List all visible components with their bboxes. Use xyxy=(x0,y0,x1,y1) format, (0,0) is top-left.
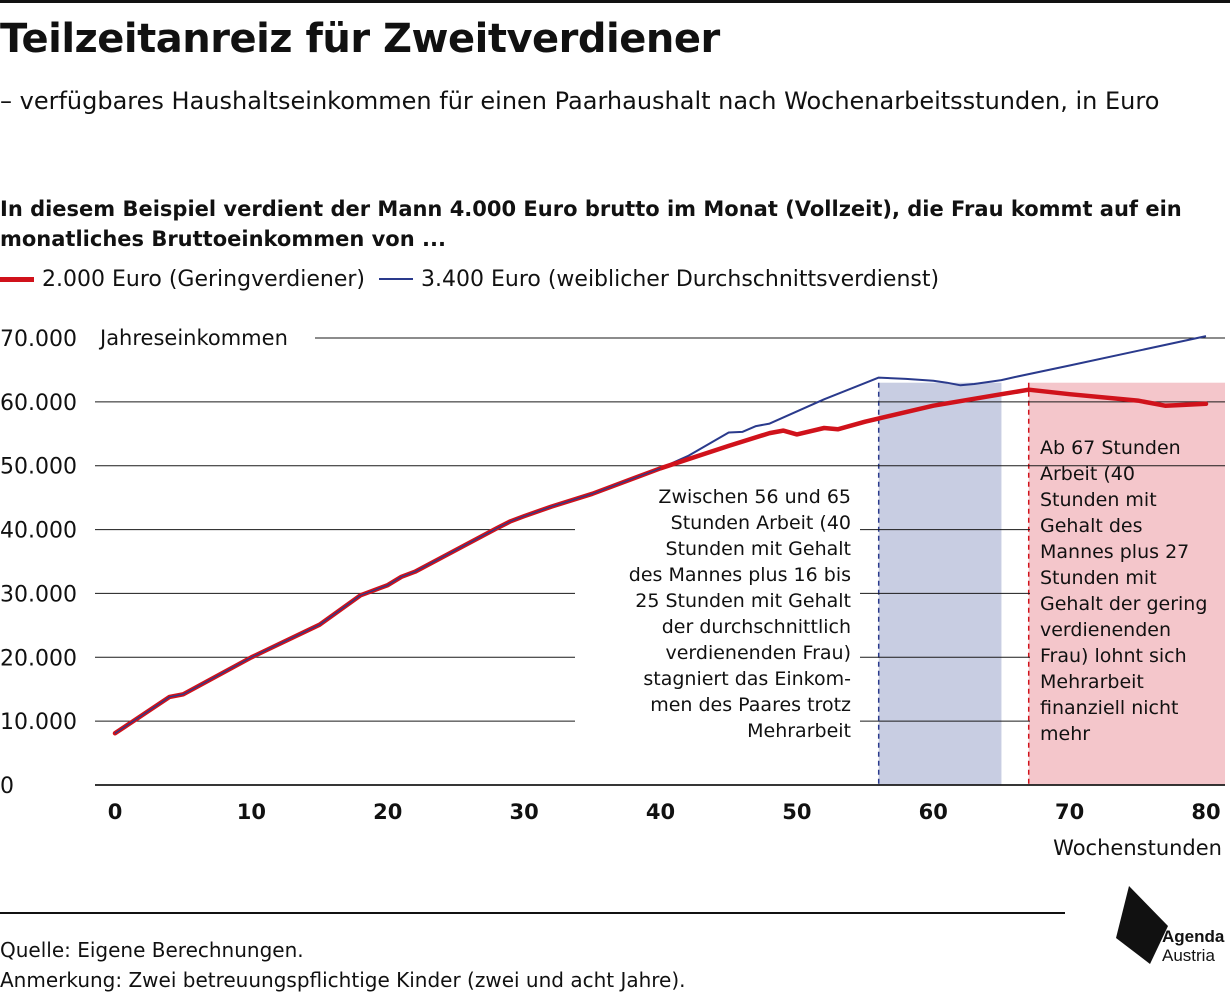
y-tick-label: 0 xyxy=(0,774,14,799)
x-tick-label: 10 xyxy=(237,800,266,824)
x-tick-label: 60 xyxy=(919,800,948,824)
agenda-austria-logo: Agenda Austria xyxy=(1112,882,1230,982)
y-tick-label: 10.000 xyxy=(0,710,77,735)
y-tick-label: 50.000 xyxy=(0,455,77,480)
series-line-shared-core xyxy=(114,467,661,734)
annotation-no-gain-line: Mehrarbeit xyxy=(1040,671,1144,693)
legend-item-average-earner: 3.400 Euro (weiblicher Durchschnittsverd… xyxy=(379,267,939,292)
chart-lead-text: In diesem Beispiel verdient der Mann 4.0… xyxy=(0,197,1182,251)
annotation-no-gain-line: Gehalt des xyxy=(1040,515,1143,537)
legend-label-average-earner: 3.400 Euro (weiblicher Durchschnittsverd… xyxy=(421,266,940,292)
chart-subtitle: – verfügbares Haushaltseinkommen für ein… xyxy=(0,87,1160,115)
income-line-chart: Zwischen 56 und 65 Stunden Arbeit (40 Stun… xyxy=(0,326,1225,860)
annotation-no-gain-line: Arbeit (40 xyxy=(1040,463,1135,485)
annotation-stagnation-line: Stunden Arbeit (40 xyxy=(671,512,851,534)
annotation-no-gain-line: Gehalt der gering xyxy=(1040,593,1207,615)
legend-swatch-average-earner xyxy=(379,278,413,280)
y-tick-label: 70.000 xyxy=(0,327,77,352)
annotation-no-gain-line: Stunden mit xyxy=(1040,567,1157,589)
footer-notes: Quelle: Eigene Berechnungen. Anmerkung: … xyxy=(0,935,686,995)
legend-item-low-earner: 2.000 Euro (Geringverdiener) xyxy=(0,267,365,292)
note-text: Anmerkung: Zwei betreuungspflichtige Kin… xyxy=(0,968,686,992)
svg-text:Austria: Austria xyxy=(1162,946,1215,965)
footer-rule xyxy=(0,912,1065,914)
annotation-no-gain-line: Mannes plus 27 xyxy=(1040,541,1189,563)
logo-mark-icon: Agenda Austria xyxy=(1116,886,1225,965)
annotation-stagnation-line: verdienenden Frau) xyxy=(665,642,851,664)
axes: 0 10.000 20.000 30.000 40.000 50.000 60.000 70.… xyxy=(0,326,1222,860)
annotation-stagnation-line: stagniert das Einkom- xyxy=(643,668,851,690)
y-tick-label: 40.000 xyxy=(0,519,77,544)
x-tick-label: 40 xyxy=(646,800,675,824)
y-axis-label: Jahreseinkommen xyxy=(98,326,288,350)
y-tick-label: 30.000 xyxy=(0,582,77,607)
annotation-no-gain-line: Stunden mit xyxy=(1040,489,1157,511)
annotation-stagnation-line: men des Paares trotz xyxy=(650,694,851,716)
x-tick-label: 30 xyxy=(510,800,539,824)
annotation-no-gain-line: Frau) lohnt sich xyxy=(1040,645,1187,667)
band-1 xyxy=(1028,382,1225,785)
top-rule xyxy=(0,0,1230,3)
x-tick-label: 80 xyxy=(1191,800,1220,824)
annotations: Zwischen 56 und 65 Stunden Arbeit (40 Stun… xyxy=(629,437,1208,745)
annotation-stagnation-line: 25 Stunden mit Gehalt xyxy=(635,590,851,612)
x-tick-label: 70 xyxy=(1055,800,1084,824)
legend: 2.000 Euro (Geringverdiener) 3.400 Euro … xyxy=(0,264,953,294)
annotation-stagnation-line: Stunden mit Gehalt xyxy=(665,538,851,560)
legend-label-low-earner: 2.000 Euro (Geringverdiener) xyxy=(42,266,365,292)
annotation-stagnation-line: Zwischen 56 und 65 xyxy=(658,486,851,508)
x-axis-label: Wochenstunden xyxy=(1053,836,1222,860)
y-tick-label: 20.000 xyxy=(0,646,77,671)
svg-text:Agenda: Agenda xyxy=(1162,927,1225,946)
annotation-no-gain-line: Ab 67 Stunden xyxy=(1040,437,1181,459)
annotation-no-gain-line: finanziell nicht xyxy=(1040,697,1179,719)
data-series xyxy=(112,335,1209,736)
gridlines xyxy=(95,337,1225,786)
annotation-no-gain-line: mehr xyxy=(1040,723,1090,745)
annotation-stagnation-line: Mehrarbeit xyxy=(747,720,851,742)
x-tick-label: 0 xyxy=(108,800,123,824)
highlight-bands xyxy=(877,382,1225,785)
y-tick-label: 60.000 xyxy=(0,391,77,416)
legend-swatch-low-earner xyxy=(0,276,34,282)
x-tick-label: 20 xyxy=(373,800,402,824)
x-tick-label: 50 xyxy=(782,800,811,824)
source-text: Quelle: Eigene Berechnungen. xyxy=(0,938,304,962)
chart-title: Teilzeitanreiz für Zweitverdiener xyxy=(0,16,720,62)
annotation-no-gain-line: verdienenden xyxy=(1040,619,1171,641)
annotation-stagnation-line: des Mannes plus 16 bis xyxy=(629,564,851,586)
annotation-stagnation-line: der durchschnittlich xyxy=(662,616,851,638)
band-0 xyxy=(878,382,1002,785)
